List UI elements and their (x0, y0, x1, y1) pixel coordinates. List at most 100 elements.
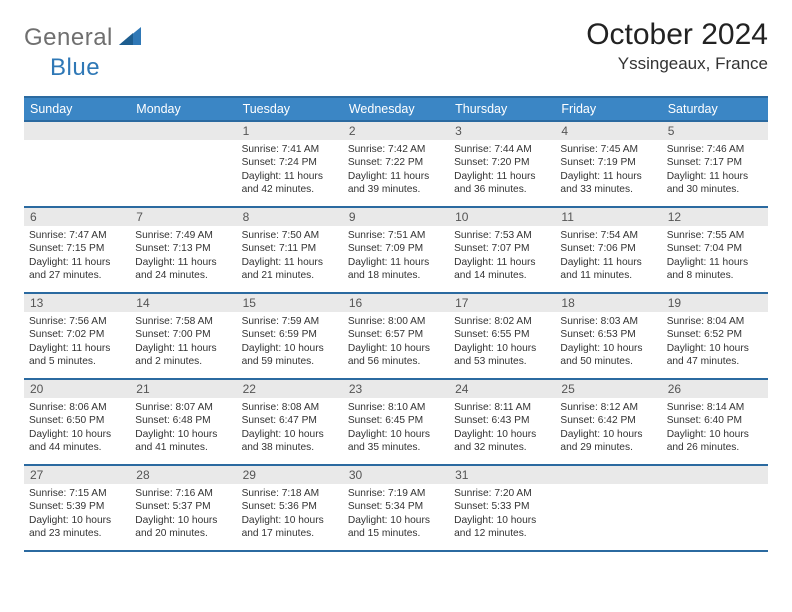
calendar-cell (130, 121, 236, 207)
calendar-cell: 29Sunrise: 7:18 AMSunset: 5:36 PMDayligh… (237, 465, 343, 551)
day-number: 9 (343, 208, 449, 226)
sunset-text: Sunset: 5:34 PM (348, 500, 444, 513)
sunset-text: Sunset: 7:20 PM (454, 156, 550, 169)
cell-body: Sunrise: 8:14 AMSunset: 6:40 PMDaylight:… (662, 398, 768, 458)
daylight-text: Daylight: 10 hours and 59 minutes. (242, 342, 338, 369)
sunset-text: Sunset: 6:45 PM (348, 414, 444, 427)
day-number: 22 (237, 380, 343, 398)
sunrise-text: Sunrise: 8:07 AM (135, 401, 231, 414)
sunset-text: Sunset: 7:11 PM (242, 242, 338, 255)
brand-triangle-icon (119, 27, 141, 50)
sunset-text: Sunset: 7:04 PM (667, 242, 763, 255)
daylight-text: Daylight: 11 hours and 11 minutes. (560, 256, 656, 283)
day-number: 19 (662, 294, 768, 312)
daylight-text: Daylight: 11 hours and 8 minutes. (667, 256, 763, 283)
day-header: Friday (555, 97, 661, 121)
cell-body: Sunrise: 7:54 AMSunset: 7:06 PMDaylight:… (555, 226, 661, 286)
sunrise-text: Sunrise: 8:04 AM (667, 315, 763, 328)
calendar-cell: 14Sunrise: 7:58 AMSunset: 7:00 PMDayligh… (130, 293, 236, 379)
calendar-cell: 30Sunrise: 7:19 AMSunset: 5:34 PMDayligh… (343, 465, 449, 551)
day-number: 26 (662, 380, 768, 398)
sunset-text: Sunset: 6:42 PM (560, 414, 656, 427)
cell-body: Sunrise: 7:42 AMSunset: 7:22 PMDaylight:… (343, 140, 449, 200)
calendar-cell: 6Sunrise: 7:47 AMSunset: 7:15 PMDaylight… (24, 207, 130, 293)
day-number: 7 (130, 208, 236, 226)
daylight-text: Daylight: 10 hours and 35 minutes. (348, 428, 444, 455)
sunset-text: Sunset: 6:47 PM (242, 414, 338, 427)
sunset-text: Sunset: 7:24 PM (242, 156, 338, 169)
sunset-text: Sunset: 7:00 PM (135, 328, 231, 341)
sunrise-text: Sunrise: 7:41 AM (242, 143, 338, 156)
daylight-text: Daylight: 11 hours and 5 minutes. (29, 342, 125, 369)
cell-body: Sunrise: 7:16 AMSunset: 5:37 PMDaylight:… (130, 484, 236, 544)
calendar-cell: 9Sunrise: 7:51 AMSunset: 7:09 PMDaylight… (343, 207, 449, 293)
cell-body: Sunrise: 7:50 AMSunset: 7:11 PMDaylight:… (237, 226, 343, 286)
calendar-body: 1Sunrise: 7:41 AMSunset: 7:24 PMDaylight… (24, 121, 768, 551)
day-number: 15 (237, 294, 343, 312)
calendar-cell: 19Sunrise: 8:04 AMSunset: 6:52 PMDayligh… (662, 293, 768, 379)
sunrise-text: Sunrise: 7:18 AM (242, 487, 338, 500)
cell-body: Sunrise: 8:11 AMSunset: 6:43 PMDaylight:… (449, 398, 555, 458)
calendar-cell: 17Sunrise: 8:02 AMSunset: 6:55 PMDayligh… (449, 293, 555, 379)
daylight-text: Daylight: 10 hours and 53 minutes. (454, 342, 550, 369)
cell-body: Sunrise: 8:07 AMSunset: 6:48 PMDaylight:… (130, 398, 236, 458)
day-number (555, 466, 661, 484)
daylight-text: Daylight: 10 hours and 20 minutes. (135, 514, 231, 541)
cell-body: Sunrise: 7:53 AMSunset: 7:07 PMDaylight:… (449, 226, 555, 286)
sunset-text: Sunset: 6:50 PM (29, 414, 125, 427)
day-header: Monday (130, 97, 236, 121)
day-number: 11 (555, 208, 661, 226)
daylight-text: Daylight: 11 hours and 21 minutes. (242, 256, 338, 283)
calendar-cell: 28Sunrise: 7:16 AMSunset: 5:37 PMDayligh… (130, 465, 236, 551)
daylight-text: Daylight: 11 hours and 24 minutes. (135, 256, 231, 283)
cell-body: Sunrise: 8:08 AMSunset: 6:47 PMDaylight:… (237, 398, 343, 458)
daylight-text: Daylight: 11 hours and 2 minutes. (135, 342, 231, 369)
daylight-text: Daylight: 10 hours and 26 minutes. (667, 428, 763, 455)
day-number: 2 (343, 122, 449, 140)
day-number: 1 (237, 122, 343, 140)
cell-body: Sunrise: 7:59 AMSunset: 6:59 PMDaylight:… (237, 312, 343, 372)
cell-body: Sunrise: 7:51 AMSunset: 7:09 PMDaylight:… (343, 226, 449, 286)
day-number: 29 (237, 466, 343, 484)
calendar-cell: 25Sunrise: 8:12 AMSunset: 6:42 PMDayligh… (555, 379, 661, 465)
day-number: 14 (130, 294, 236, 312)
day-number: 16 (343, 294, 449, 312)
sunrise-text: Sunrise: 7:59 AM (242, 315, 338, 328)
day-number: 21 (130, 380, 236, 398)
day-number: 3 (449, 122, 555, 140)
daylight-text: Daylight: 10 hours and 29 minutes. (560, 428, 656, 455)
sunrise-text: Sunrise: 7:45 AM (560, 143, 656, 156)
cell-body: Sunrise: 7:19 AMSunset: 5:34 PMDaylight:… (343, 484, 449, 544)
day-number: 8 (237, 208, 343, 226)
brand-part1: General (24, 24, 113, 52)
day-number: 27 (24, 466, 130, 484)
sunrise-text: Sunrise: 7:49 AM (135, 229, 231, 242)
daylight-text: Daylight: 10 hours and 38 minutes. (242, 428, 338, 455)
sunset-text: Sunset: 5:33 PM (454, 500, 550, 513)
sunrise-text: Sunrise: 8:08 AM (242, 401, 338, 414)
calendar-cell: 8Sunrise: 7:50 AMSunset: 7:11 PMDaylight… (237, 207, 343, 293)
sunset-text: Sunset: 7:19 PM (560, 156, 656, 169)
cell-body: Sunrise: 7:45 AMSunset: 7:19 PMDaylight:… (555, 140, 661, 200)
calendar-table: SundayMondayTuesdayWednesdayThursdayFrid… (24, 96, 768, 552)
calendar-cell: 20Sunrise: 8:06 AMSunset: 6:50 PMDayligh… (24, 379, 130, 465)
sunrise-text: Sunrise: 8:14 AM (667, 401, 763, 414)
cell-body: Sunrise: 7:58 AMSunset: 7:00 PMDaylight:… (130, 312, 236, 372)
calendar-cell: 5Sunrise: 7:46 AMSunset: 7:17 PMDaylight… (662, 121, 768, 207)
calendar-cell: 10Sunrise: 7:53 AMSunset: 7:07 PMDayligh… (449, 207, 555, 293)
day-header: Tuesday (237, 97, 343, 121)
calendar-cell: 11Sunrise: 7:54 AMSunset: 7:06 PMDayligh… (555, 207, 661, 293)
cell-body: Sunrise: 7:41 AMSunset: 7:24 PMDaylight:… (237, 140, 343, 200)
location-label: Yssingeaux, France (586, 54, 768, 74)
daylight-text: Daylight: 10 hours and 41 minutes. (135, 428, 231, 455)
daylight-text: Daylight: 10 hours and 44 minutes. (29, 428, 125, 455)
cell-body: Sunrise: 8:02 AMSunset: 6:55 PMDaylight:… (449, 312, 555, 372)
calendar-cell (24, 121, 130, 207)
sunrise-text: Sunrise: 7:15 AM (29, 487, 125, 500)
sunset-text: Sunset: 6:55 PM (454, 328, 550, 341)
title-block: October 2024 Yssingeaux, France (586, 18, 768, 74)
cell-body: Sunrise: 8:00 AMSunset: 6:57 PMDaylight:… (343, 312, 449, 372)
daylight-text: Daylight: 11 hours and 14 minutes. (454, 256, 550, 283)
day-number: 17 (449, 294, 555, 312)
sunset-text: Sunset: 6:48 PM (135, 414, 231, 427)
